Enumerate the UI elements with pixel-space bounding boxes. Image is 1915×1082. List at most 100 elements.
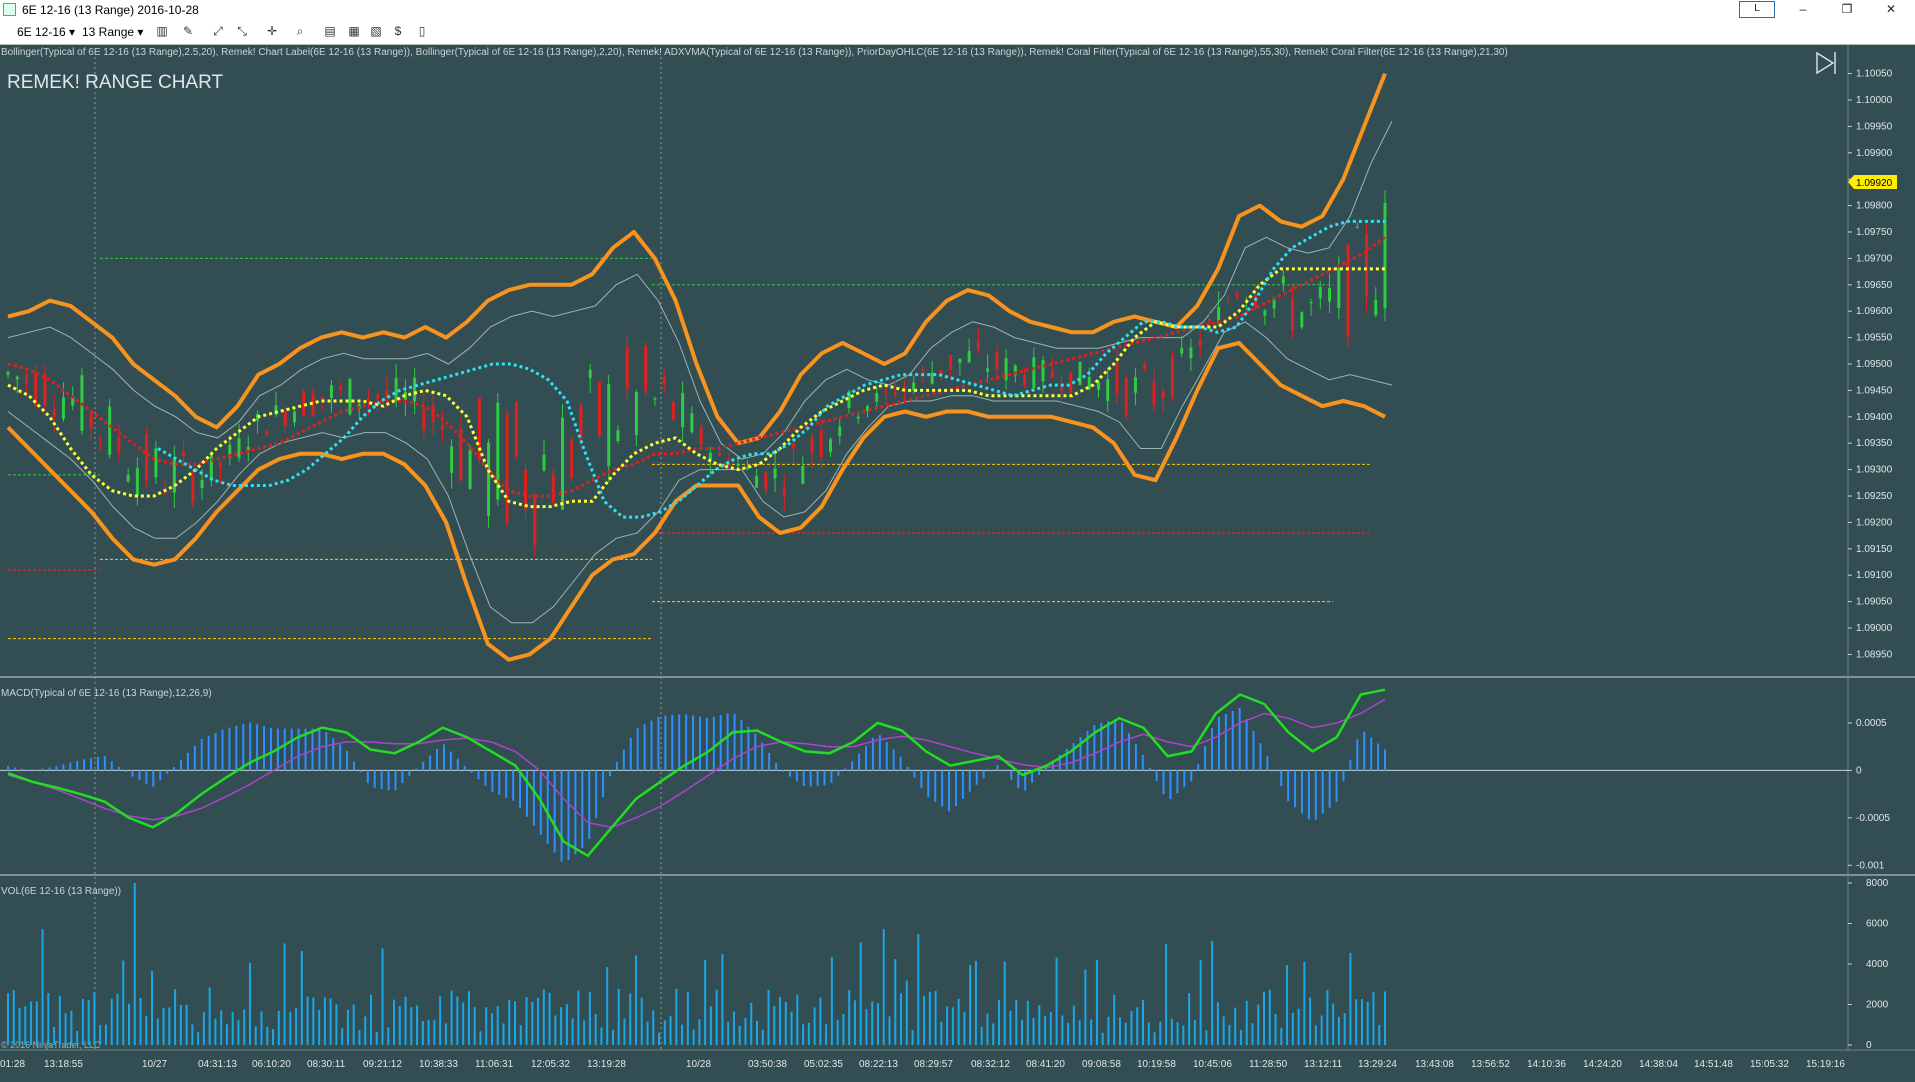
coral-fast-line xyxy=(7,267,1385,509)
price-axis-label: 1.10000 xyxy=(1856,95,1893,106)
volume-axis-label: 6000 xyxy=(1866,919,1889,930)
candle-body xyxy=(329,385,333,398)
chart-area[interactable]: Bollinger(Typical of 6E 12-16 (13 Range)… xyxy=(0,45,1915,1077)
candle-body xyxy=(246,446,250,451)
macd-axis-label: 0 xyxy=(1856,765,1862,776)
candle-body xyxy=(154,448,158,478)
inner-lower-band xyxy=(7,321,1393,624)
candle-body xyxy=(986,368,990,372)
time-axis-label: 13:43:08 xyxy=(1415,1059,1454,1070)
price-axis-label: 1.09900 xyxy=(1856,148,1893,159)
candle-body xyxy=(718,452,722,456)
candle-body xyxy=(1318,286,1322,299)
candle-body xyxy=(71,396,75,406)
candle-body xyxy=(459,428,463,480)
candle-body xyxy=(1300,312,1304,328)
indicator-icon[interactable]: ⤢ xyxy=(213,24,223,38)
copyright-text: © 2016 NinjaTrader, LLC xyxy=(1,1040,101,1050)
candle-body xyxy=(1087,377,1091,389)
candle-body xyxy=(893,391,897,395)
volume-axis-label: 2000 xyxy=(1866,1000,1889,1011)
candle-body xyxy=(542,454,546,471)
time-axis-label: 14:38:04 xyxy=(1639,1059,1678,1070)
window-title: 6E 12-16 (13 Range) 2016-10-28 xyxy=(22,3,199,17)
candle-body xyxy=(348,378,352,415)
properties-icon[interactable]: ▤ xyxy=(324,24,336,38)
price-axis-label: 1.09750 xyxy=(1856,227,1893,238)
candle-body xyxy=(15,376,19,380)
candle-body xyxy=(283,411,287,427)
candle-body xyxy=(551,474,555,504)
candle-body xyxy=(847,391,851,408)
crosshair-icon[interactable]: ✛ xyxy=(266,24,278,38)
candle-body xyxy=(671,402,675,421)
window-linking-icon[interactable]: ▯ xyxy=(418,24,426,38)
candle-body xyxy=(302,391,306,417)
price-axis-label: 1.09950 xyxy=(1856,121,1893,132)
template-icon[interactable]: ▧ xyxy=(370,24,382,38)
time-axis-label: 13:29:24 xyxy=(1358,1059,1397,1070)
drawing-tool-icon[interactable]: ✎ xyxy=(182,24,194,38)
candle-body xyxy=(1050,370,1054,378)
candle-body xyxy=(1207,319,1211,322)
candle-body xyxy=(736,464,740,466)
candle-body xyxy=(24,374,28,384)
time-axis-label: 08:30:11 xyxy=(307,1059,346,1070)
candle-body xyxy=(1226,301,1230,303)
candle-body xyxy=(653,398,657,400)
zoom-icon[interactable]: ⌕ xyxy=(296,24,304,38)
candle-body xyxy=(98,436,102,438)
candle-body xyxy=(607,384,611,467)
candle-body xyxy=(570,440,574,479)
volume-bars xyxy=(7,883,1386,1045)
candle-body xyxy=(209,454,213,481)
candle-body xyxy=(1263,310,1267,316)
candle-body xyxy=(976,342,980,350)
minimize-button[interactable]: – xyxy=(1799,2,1807,16)
candle-body xyxy=(117,436,121,453)
price-axis-label: 1.09300 xyxy=(1856,465,1893,476)
candle-body xyxy=(487,442,491,516)
candle-body xyxy=(1346,244,1350,337)
time-axis-label: 11:06:31 xyxy=(475,1059,514,1070)
time-axis-label: 08:22:13 xyxy=(859,1059,898,1070)
candle-body xyxy=(496,402,500,500)
bar-type-icon[interactable]: ▥ xyxy=(156,24,168,38)
restore-button[interactable]: ❐ xyxy=(1841,2,1853,16)
candle-body xyxy=(597,381,601,436)
candle-body xyxy=(292,411,296,423)
candle-body xyxy=(949,354,953,370)
layout-icon[interactable]: $ xyxy=(394,24,402,38)
price-panel[interactable] xyxy=(0,45,1848,677)
current-price-value: 1.09920 xyxy=(1856,178,1893,189)
data-box-icon[interactable]: ▦ xyxy=(348,24,360,38)
candle-body xyxy=(755,476,759,488)
candle-body xyxy=(1115,363,1119,394)
time-axis-label: 15:05:32 xyxy=(1750,1059,1789,1070)
candle-body xyxy=(801,466,805,484)
account-button[interactable]: L xyxy=(1739,1,1775,18)
candle-body xyxy=(89,413,93,429)
candle-body xyxy=(902,386,906,390)
time-axis-label: 13:19:28 xyxy=(587,1059,626,1070)
time-axis-labels: 01:28 13:18:55 10/27 04:31:13 06:10:20 08:30:… xyxy=(0,1059,1845,1070)
candle-body xyxy=(1023,375,1027,385)
candle-body xyxy=(560,417,564,510)
instrument-selector[interactable]: 6E 12-16 ▾ xyxy=(17,25,76,39)
interval-selector[interactable]: 13 Range ▾ xyxy=(82,25,144,39)
candle-body xyxy=(912,382,916,391)
strategy-icon[interactable]: ⤡ xyxy=(237,24,247,38)
price-axis-label: 1.09500 xyxy=(1856,359,1893,370)
candle-body xyxy=(634,392,638,436)
time-axis-label: 12:05:32 xyxy=(531,1059,570,1070)
candle-body xyxy=(699,427,703,446)
candle-body xyxy=(514,401,518,458)
candle-body xyxy=(865,406,869,412)
candle-body xyxy=(1365,234,1369,297)
price-axis[interactable] xyxy=(1848,45,1915,1077)
candle-body xyxy=(43,373,47,405)
scroll-to-end-icon[interactable] xyxy=(1816,51,1836,75)
chart-canvas[interactable]: Bollinger(Typical of 6E 12-16 (13 Range)… xyxy=(0,45,1915,1077)
candle-body xyxy=(135,468,139,496)
close-button[interactable]: ✕ xyxy=(1885,2,1897,16)
